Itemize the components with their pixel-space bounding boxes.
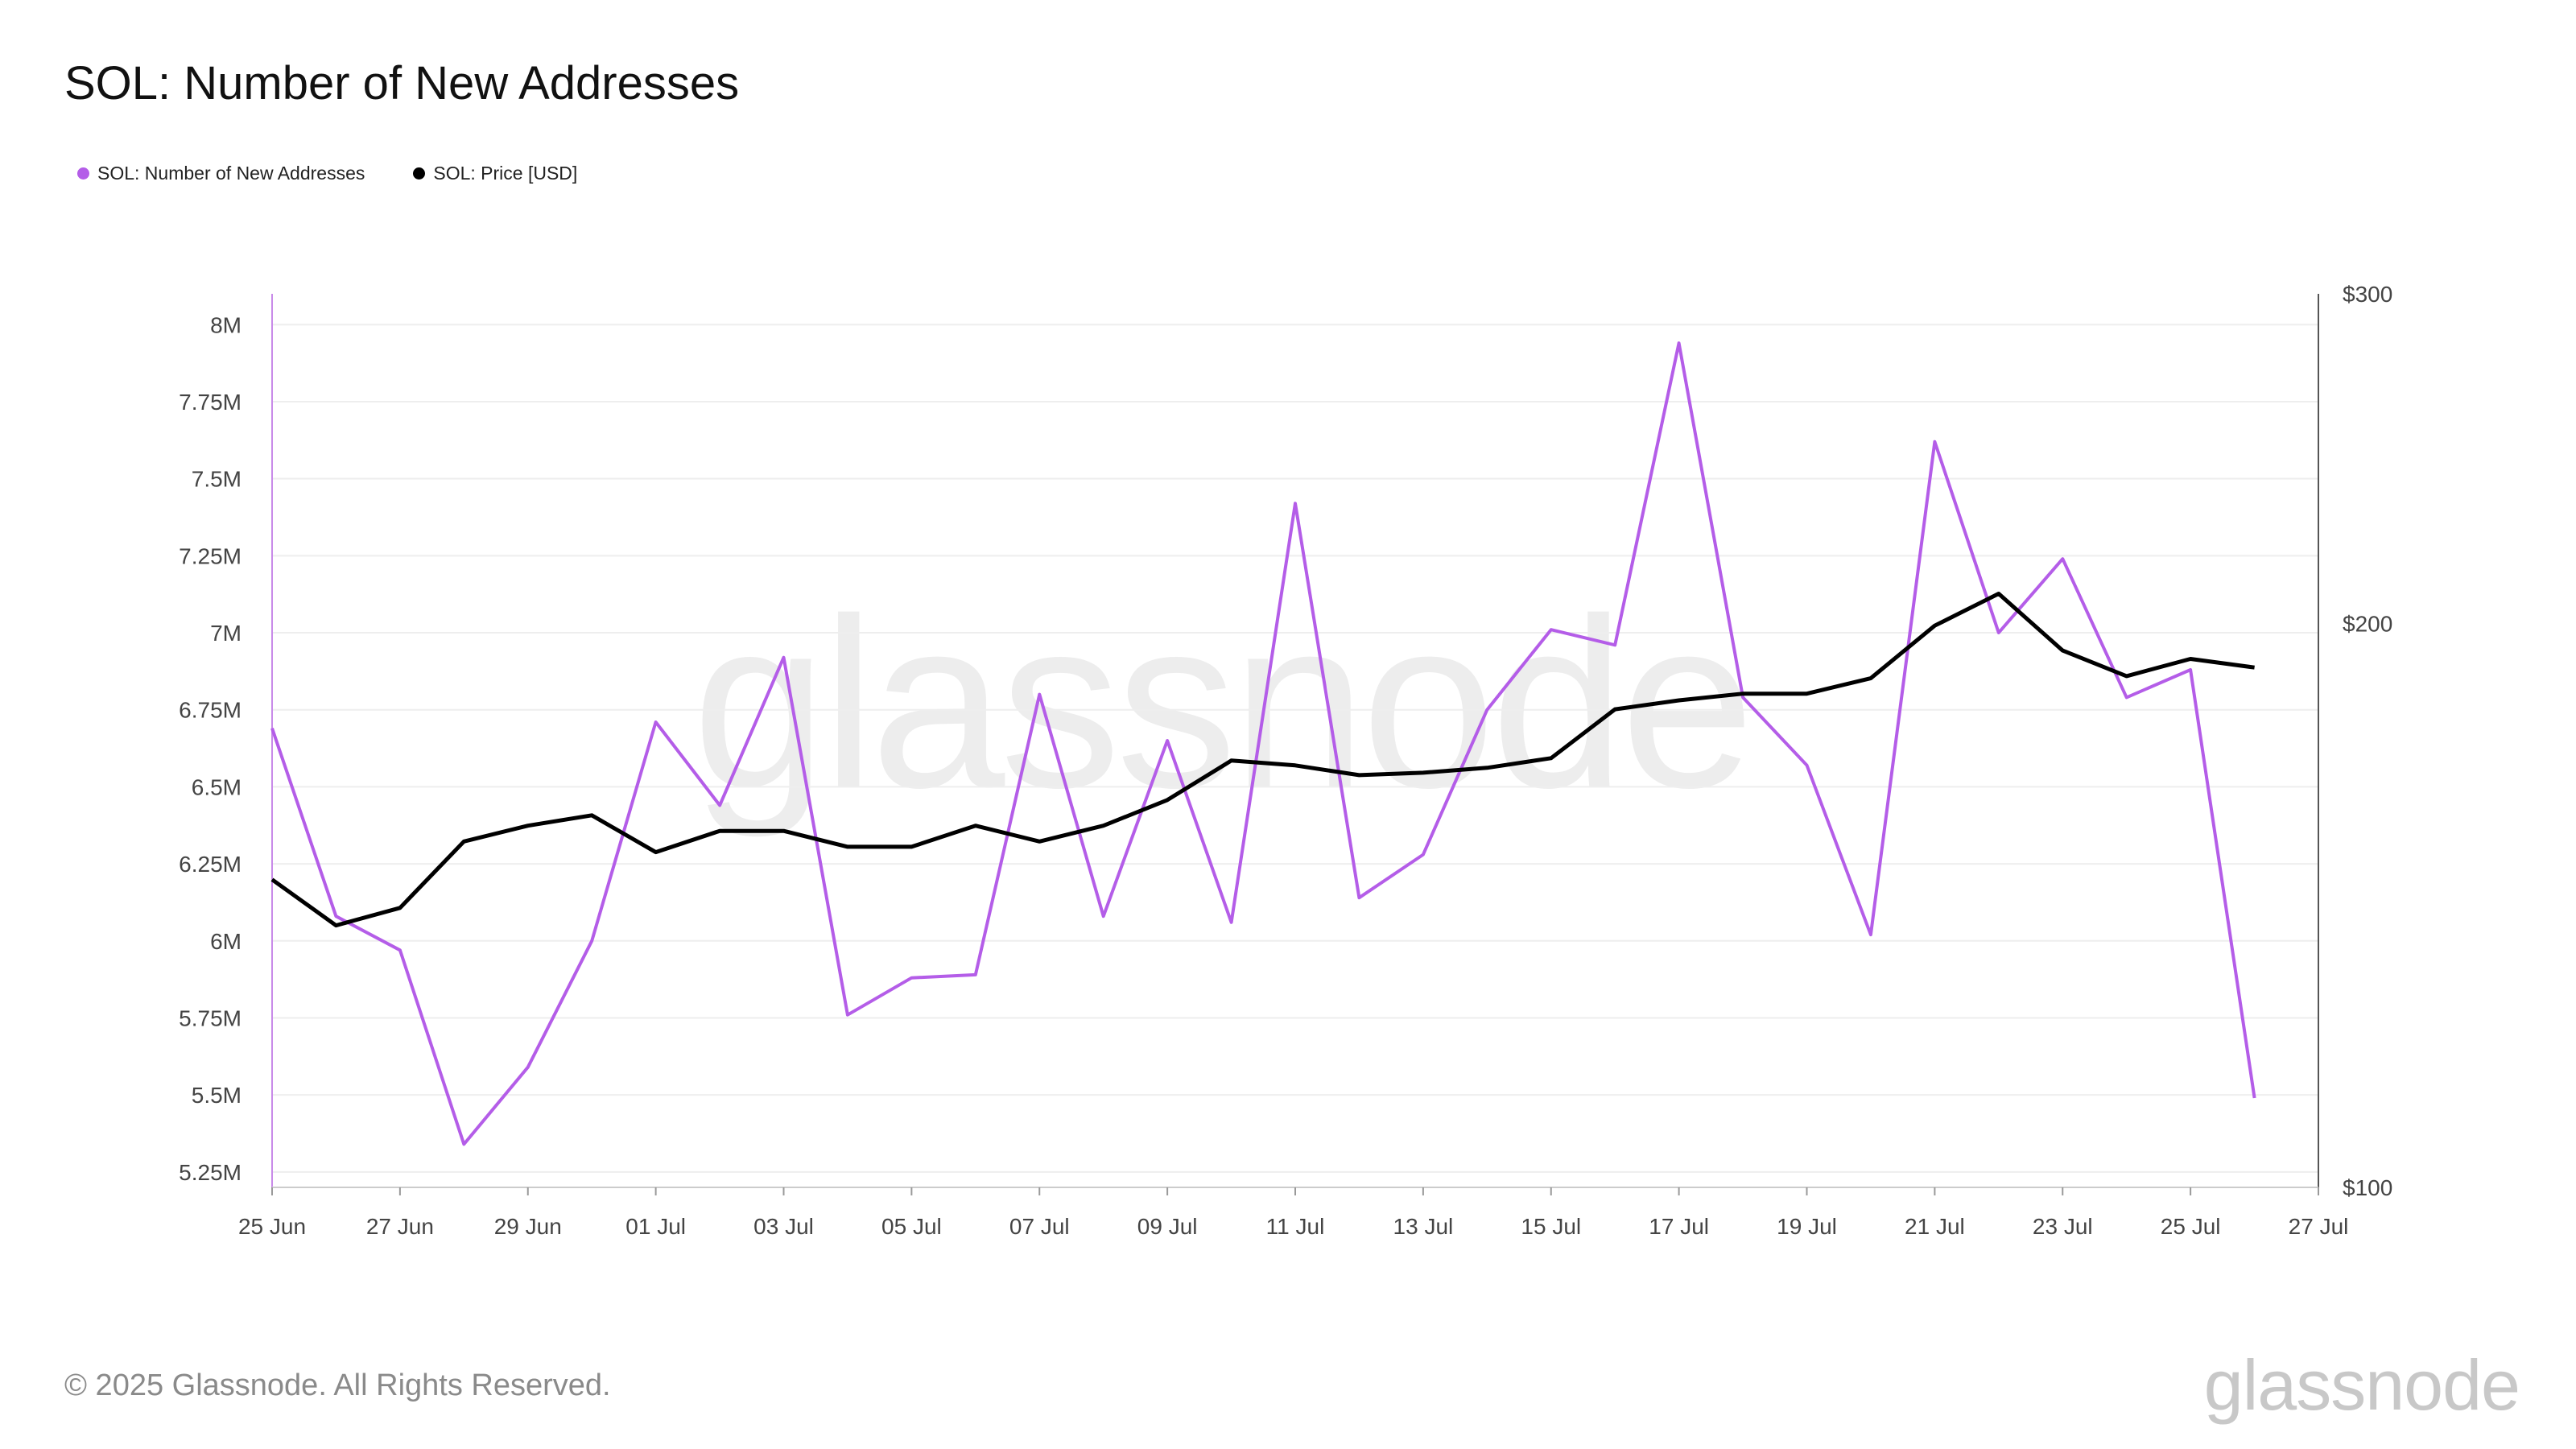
x-tick-label: 13 Jul: [1393, 1214, 1454, 1239]
x-tick-label: 25 Jul: [2161, 1214, 2221, 1239]
x-tick-label: 29 Jun: [494, 1214, 562, 1239]
y-left-tick-label: 5.25M: [179, 1160, 242, 1185]
y-left-tick-label: 7M: [210, 621, 242, 646]
series-layer: [270, 341, 2256, 1146]
x-tick-label: 19 Jul: [1777, 1214, 1837, 1239]
y-left-tick-label: 6.5M: [192, 774, 242, 799]
x-tick-label: 11 Jul: [1266, 1214, 1325, 1239]
y-left-tick-label: 7.5M: [192, 467, 242, 492]
x-tick-label: 03 Jul: [753, 1214, 814, 1239]
y-left-tick-label: 5.5M: [192, 1083, 242, 1108]
y-right-tick-label: $300: [2343, 282, 2392, 307]
series-line-price: [270, 592, 2255, 928]
y-left-tick-label: 6.75M: [179, 698, 242, 723]
legend-swatch-new-addresses: [77, 167, 89, 180]
chart-title: SOL: Number of New Addresses: [64, 57, 740, 109]
legend-item-price[interactable]: SOL: Price [USD]: [413, 163, 577, 184]
y-left-tick-label: 8M: [210, 312, 242, 337]
x-tick-label: 23 Jul: [2033, 1214, 2093, 1239]
y-left-tick-label: 6.25M: [179, 852, 242, 877]
watermark: glassnode: [692, 568, 1755, 838]
x-tick-label: 05 Jul: [881, 1214, 942, 1239]
x-tick-label: 09 Jul: [1137, 1214, 1198, 1239]
legend: SOL: Number of New Addresses SOL: Price …: [77, 163, 577, 184]
x-tick-label: 17 Jul: [1649, 1214, 1709, 1239]
legend-item-new-addresses[interactable]: SOL: Number of New Addresses: [77, 163, 365, 184]
y-left-tick-label: 6M: [210, 929, 242, 954]
axis-layer: [271, 294, 2319, 1195]
x-tick-label: 27 Jun: [366, 1214, 434, 1239]
grid-layer: [272, 324, 2318, 1173]
x-tick-label: 21 Jul: [1905, 1214, 1965, 1239]
x-tick-label: 25 Jun: [238, 1214, 306, 1239]
x-tick-label: 01 Jul: [625, 1214, 686, 1239]
y-left-tick-label: 7.25M: [179, 543, 242, 568]
label-layer: 5.25M 5.5M 5.75M 6M 6.25M 6.5M 6.75M 7M 7.25M 7.5…: [179, 282, 2392, 1239]
y-left-tick-label: 7.75M: [179, 390, 242, 415]
x-tick-label: 27 Jul: [2289, 1214, 2349, 1239]
legend-label-new-addresses: SOL: Number of New Addresses: [97, 163, 365, 184]
footer-copyright: © 2025 Glassnode. All Rights Reserved.: [64, 1368, 611, 1402]
x-tick-label: 15 Jul: [1521, 1214, 1581, 1239]
y-left-tick-label: 5.75M: [179, 1005, 242, 1030]
series-line-new-addresses: [270, 341, 2256, 1146]
x-tick-label: 07 Jul: [1009, 1214, 1070, 1239]
legend-label-price: SOL: Price [USD]: [433, 163, 578, 184]
y-right-tick-label: $100: [2343, 1175, 2392, 1200]
y-right-tick-label: $200: [2343, 612, 2392, 637]
glassnode-logo: glassnode: [2203, 1345, 2520, 1425]
legend-swatch-price: [413, 167, 426, 180]
